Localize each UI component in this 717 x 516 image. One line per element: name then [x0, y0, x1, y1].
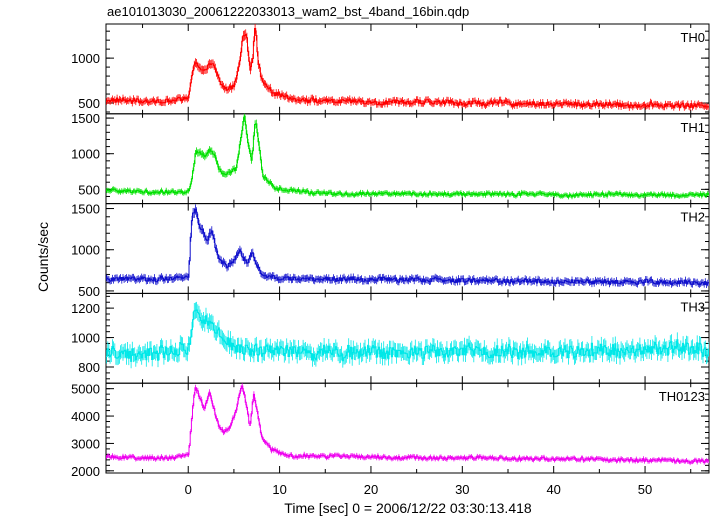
series-error-bars — [106, 24, 709, 111]
series-error-bars — [106, 383, 709, 466]
series-th0123 — [106, 383, 709, 466]
series-th2 — [106, 204, 709, 288]
panel-label: TH0 — [680, 30, 705, 45]
panel-label: TH2 — [680, 210, 705, 225]
panels: 5001000TH050010001500TH150010001500TH280… — [71, 23, 710, 497]
panel-th3: 800 1000 1200 TH3 — [71, 292, 710, 384]
panel-label: TH3 — [680, 299, 705, 314]
y-tick-label: 1000 — [71, 243, 100, 258]
x-tick-label: 20 — [364, 482, 378, 497]
y-tick-label: 1000 — [71, 51, 100, 66]
y-tick-label: 4000 — [71, 409, 100, 424]
y-tick-label: 500 — [78, 284, 100, 299]
x-tick-label: 50 — [638, 482, 652, 497]
series-th1 — [106, 113, 709, 200]
x-tick-label: 40 — [546, 482, 560, 497]
y-tick-label: 1000 — [71, 147, 100, 162]
y-tick-label: 3000 — [71, 436, 100, 451]
panel-th2: 500 1000 1500 TH2 — [71, 202, 710, 299]
panel-frame — [105, 113, 710, 205]
panel-label: TH0123 — [659, 389, 705, 404]
series-error-bars — [106, 113, 709, 200]
series-line — [106, 385, 709, 464]
y-tick-label: 1000 — [71, 331, 100, 346]
y-tick-label: 2000 — [71, 464, 100, 479]
y-tick-label: 800 — [78, 360, 100, 375]
panel-th0: 500 1000 TH0 — [71, 23, 710, 115]
series-line — [106, 209, 709, 286]
series-th0 — [106, 24, 709, 111]
x-axis-label: Time [sec] 0 = 2006/12/22 03:30:13.418 — [284, 500, 532, 516]
y-tick-label: 500 — [78, 182, 100, 197]
series-line — [106, 28, 709, 109]
y-tick-label: 1200 — [71, 301, 100, 316]
y-tick-label: 5000 — [71, 382, 100, 397]
series-line — [106, 115, 709, 198]
chart-title: ae101013030_20061222033013_wam2_bst_4ban… — [107, 4, 469, 19]
series-line — [106, 309, 709, 362]
x-tick-label: 0 — [185, 482, 192, 497]
series-th3 — [106, 301, 709, 369]
panel-label: TH1 — [680, 120, 705, 135]
y-tick-label: 500 — [78, 96, 100, 111]
panel-th1: 500 1000 1500 TH1 — [71, 111, 710, 205]
y-tick-label: 1500 — [71, 111, 100, 126]
y-axis-label: Counts/sec — [35, 222, 51, 292]
panel-th0123: 2000 3000 4000 5000 TH0123 — [71, 382, 710, 479]
x-tick-label: 30 — [455, 482, 469, 497]
y-tick-label: 1500 — [71, 202, 100, 217]
x-tick-label: 10 — [272, 482, 286, 497]
panel-frame — [105, 382, 710, 474]
